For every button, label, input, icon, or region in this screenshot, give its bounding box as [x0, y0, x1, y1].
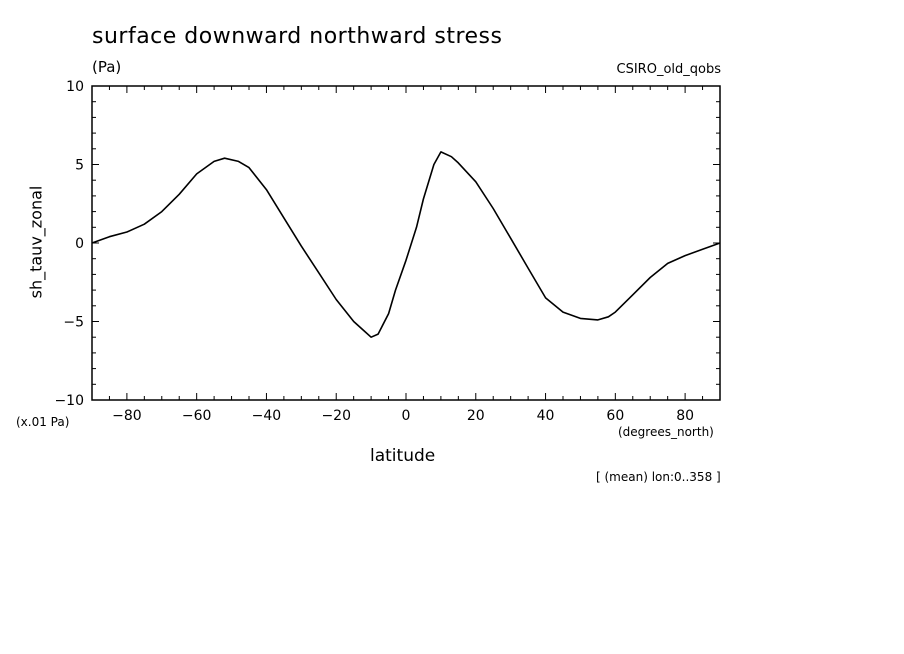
units-label: (Pa)	[92, 58, 122, 76]
x-tick-label: −60	[182, 408, 212, 424]
y-tick-label: −5	[63, 315, 84, 331]
x-tick-label: 60	[606, 408, 624, 424]
y-tick-label: 5	[75, 158, 84, 174]
footnote: [ (mean) lon:0..358 ]	[596, 470, 721, 484]
x-axis-units: (degrees_north)	[618, 425, 714, 439]
scale-note: (x.01 Pa)	[16, 415, 70, 429]
y-tick-label: −10	[54, 393, 84, 409]
x-tick-label: −80	[112, 408, 142, 424]
series-line	[91, 151, 721, 339]
x-tick-label: 0	[402, 408, 411, 424]
x-axis-label: latitude	[370, 446, 436, 466]
x-tick-label: 80	[676, 408, 694, 424]
x-tick-label: −20	[321, 408, 351, 424]
x-tick-label: −40	[252, 408, 282, 424]
x-tick-label: 40	[537, 408, 555, 424]
y-tick-label: 10	[66, 79, 84, 95]
chart-title: surface downward northward stress	[92, 24, 503, 49]
plot-frame	[91, 85, 721, 401]
x-tick-label: 20	[467, 408, 485, 424]
model-label: CSIRO_old_qobs	[616, 62, 721, 77]
y-tick-label: 0	[75, 236, 84, 252]
